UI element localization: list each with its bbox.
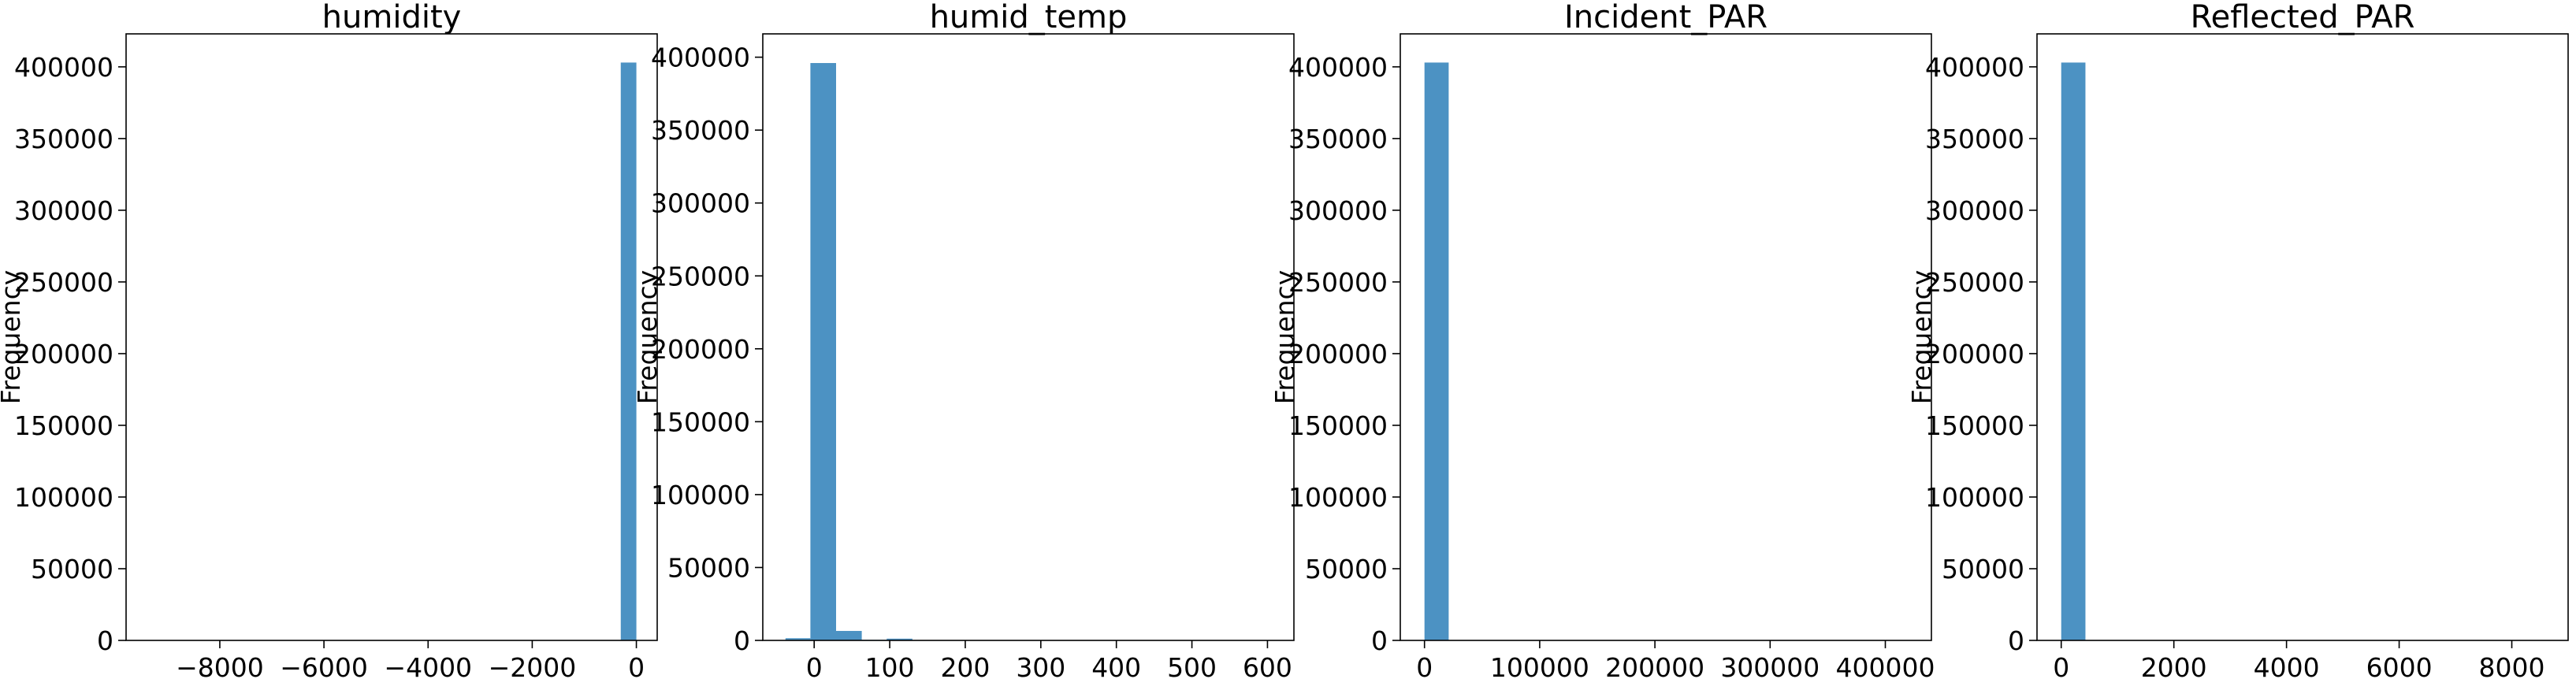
chart-3-ytick-label: 150000 [1288,410,1388,441]
chart-3-bar-1 [1424,62,1449,640]
chart-2-bar-5 [887,638,913,640]
chart-3-xtick-label: 400000 [1836,652,1935,679]
chart-2-xtick-label: 500 [1167,652,1217,679]
chart-1-ytick-label: 200000 [14,339,113,369]
chart-2-frame [762,33,1295,641]
chart-4-ytick-label: 300000 [1925,195,2024,226]
chart-3-ytick-label: 250000 [1288,267,1388,298]
chart-2-ytick-label: 350000 [651,115,750,146]
chart-4-title: Reflected_PAR [2191,0,2415,35]
chart-1-frame [125,33,658,641]
chart-2-ytick-label: 150000 [651,406,750,437]
chart-3-ytick-label: 200000 [1288,339,1388,369]
chart-2-xtick-label: 400 [1091,652,1141,679]
chart-1-xtick-label: 0 [628,652,645,679]
chart-2-ytick-label: 300000 [651,188,750,219]
chart-3-xtick-label: 200000 [1605,652,1704,679]
chart-2-ylabel: Frequency [632,270,663,404]
chart-2-ytick-label: 50000 [667,552,750,583]
chart-3-title: Incident_PAR [1564,0,1768,35]
chart-1-ytick-label: 0 [97,625,113,656]
chart-2-bar-1 [785,638,811,640]
chart-4-ytick-label: 200000 [1925,339,2024,369]
chart-1-ytick-label: 150000 [14,410,113,441]
chart-2-xtick-label: 0 [806,652,823,679]
chart-1-ytick-label: 250000 [14,267,113,298]
chart-1-xtick-label: −6000 [280,652,368,679]
chart-4-ytick-label: 0 [2008,625,2024,656]
chart-1-xtick-label: −8000 [176,652,264,679]
chart-3-ytick-label: 50000 [1305,554,1388,584]
chart-3-ytick-label: 400000 [1288,52,1388,83]
chart-4-xtick-label: 8000 [2479,652,2545,679]
chart-4-xtick-label: 2000 [2141,652,2207,679]
chart-4-ytick-label: 50000 [1942,554,2024,584]
chart-1-xtick-label: −4000 [384,652,472,679]
chart-2-xtick-label: 600 [1243,652,1292,679]
chart-1-ylabel: Frequency [0,270,26,404]
chart-2-ytick-label: 0 [734,625,750,656]
chart-2-bar-2 [810,63,836,640]
chart-1-ytick-label: 350000 [14,124,113,154]
chart-4-xtick-label: 0 [2053,652,2069,679]
chart-3-ylabel: Frequency [1269,270,1300,404]
chart-4-bar-1 [2061,62,2086,640]
chart-4-ylabel: Frequency [1906,270,1937,404]
chart-2-ytick-label: 100000 [651,480,750,510]
chart-2-xtick-label: 100 [865,652,915,679]
chart-2-ytick-label: 200000 [651,334,750,365]
chart-1-bar-1 [620,62,637,640]
chart-3-ytick-label: 350000 [1288,124,1388,154]
chart-3-ytick-label: 0 [1371,625,1388,656]
chart-4-ytick-label: 100000 [1925,482,2024,513]
chart-4-xtick-label: 4000 [2254,652,2320,679]
chart-4-xtick-label: 6000 [2366,652,2433,679]
chart-4-ytick-label: 350000 [1925,124,2024,154]
chart-2-title: humid_temp [930,0,1128,35]
chart-2-ytick-label: 250000 [651,261,750,291]
chart-1-ytick-label: 300000 [14,195,113,226]
chart-4-frame [2036,33,2569,641]
chart-2-bar-3 [836,630,862,640]
chart-2-xtick-label: 200 [940,652,990,679]
chart-3-ytick-label: 300000 [1288,195,1388,226]
chart-1-xtick-label: −2000 [489,652,577,679]
chart-3-xtick-label: 300000 [1720,652,1820,679]
chart-1-ytick-label: 100000 [14,482,113,513]
chart-3-xtick-label: 100000 [1490,652,1589,679]
chart-2-xtick-label: 300 [1016,652,1065,679]
chart-1-ytick-label: 50000 [31,554,113,584]
chart-4-ytick-label: 250000 [1925,267,2024,298]
chart-4-ytick-label: 400000 [1925,52,2024,83]
chart-4-ytick-label: 150000 [1925,410,2024,441]
chart-3-frame [1400,33,1932,641]
chart-3-ytick-label: 100000 [1288,482,1388,513]
chart-3-xtick-label: 0 [1416,652,1433,679]
chart-2-ytick-label: 400000 [651,43,750,73]
chart-1-title: humidity [322,0,462,35]
chart-1-ytick-label: 400000 [14,52,113,83]
